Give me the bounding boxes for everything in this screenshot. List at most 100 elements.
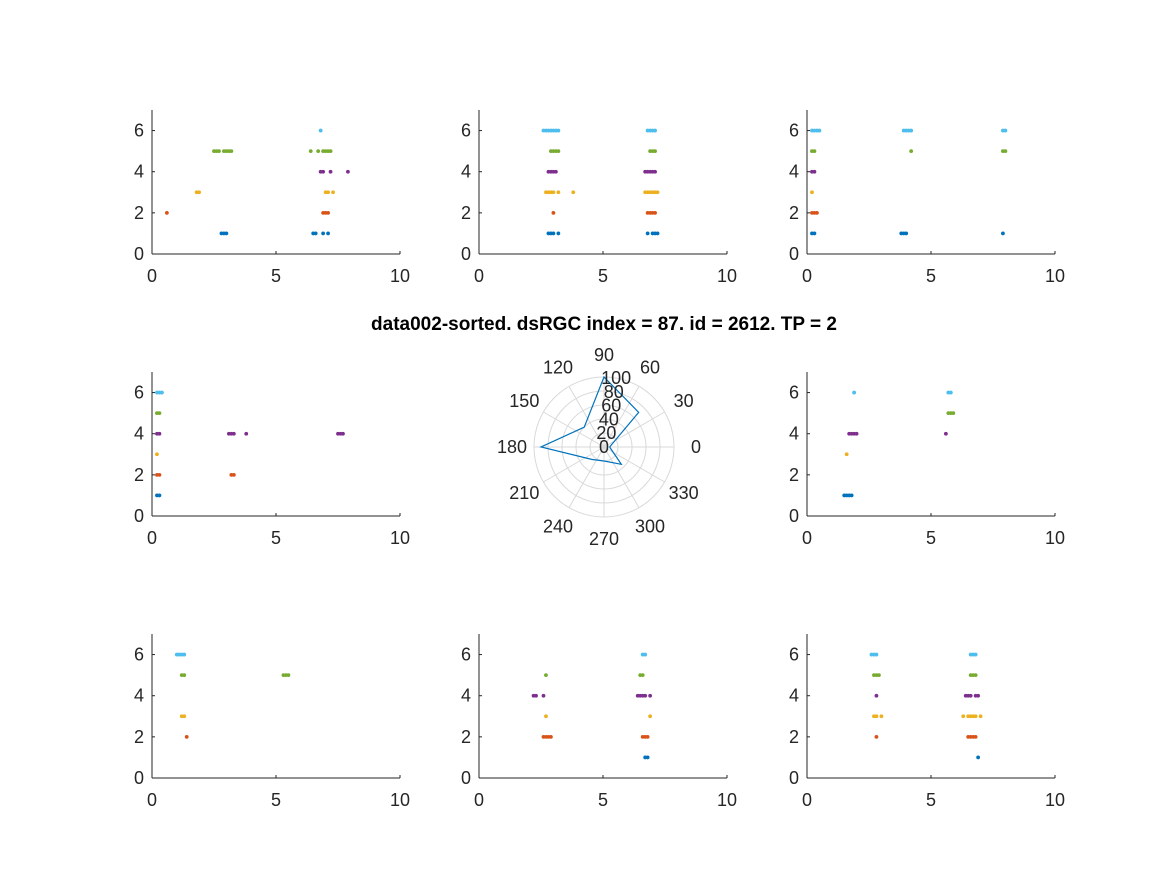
spike-point: [648, 714, 653, 719]
spike-point: [544, 714, 548, 719]
polar-theta-tick-label: 150: [509, 391, 539, 411]
panel-middle-left: 0 5 10 0 2 4 6: [134, 372, 410, 548]
spike-point: [244, 431, 249, 436]
x-tick-label: 0: [474, 266, 484, 286]
spike-point: [1003, 128, 1008, 133]
panel-top-left: 0 5 10 0 2 4 6: [134, 110, 410, 286]
spike-point: [331, 190, 335, 195]
spike-point: [164, 210, 169, 215]
spike-point: [556, 128, 561, 133]
spike-point: [551, 231, 556, 236]
spike-point: [316, 149, 321, 154]
x-tick-label: 5: [926, 528, 936, 548]
spike-point: [157, 493, 162, 498]
spike-point: [854, 431, 859, 436]
polar-theta-tick-label: 90: [594, 345, 614, 365]
spike-point: [157, 411, 162, 416]
spike-point: [648, 693, 653, 698]
y-tick-label: 4: [789, 162, 799, 182]
y-tick-label: 0: [789, 506, 799, 526]
polar-r-tick-label: 80: [604, 382, 624, 402]
spike-point: [874, 652, 879, 657]
x-tick-label: 0: [147, 266, 157, 286]
spike-point: [961, 714, 966, 719]
x-tick-label: 10: [717, 266, 737, 286]
polar-grid-spoke: [543, 411, 605, 448]
x-tick-label: 10: [717, 790, 737, 810]
polar-theta-tick-label: 300: [635, 517, 665, 537]
y-tick-label: 0: [461, 244, 471, 264]
x-tick-label: 5: [271, 790, 281, 810]
spike-point: [904, 231, 909, 236]
spike-point: [909, 128, 914, 133]
y-tick-label: 0: [789, 244, 799, 264]
polar-theta-tick-label: 180: [497, 437, 527, 457]
spike-point: [326, 231, 330, 236]
spike-point: [155, 452, 159, 457]
spike-point: [645, 231, 650, 236]
polar-theta-tick-label: 120: [543, 357, 573, 377]
panel-top-right: 0 5 10 0 2 4 6: [789, 110, 1065, 286]
polar-theta-tick-label: 330: [669, 483, 699, 503]
spike-point: [556, 149, 561, 154]
y-tick-label: 0: [134, 244, 144, 264]
spike-point: [973, 714, 978, 719]
y-tick-label: 6: [789, 645, 799, 665]
spike-point: [653, 169, 657, 174]
spike-point: [849, 493, 854, 498]
panel-bottom-left: 0 5 10 0 2 4 6: [134, 634, 410, 810]
spike-point: [645, 734, 650, 739]
figure-title: data002-sorted. dsRGC index = 87. id = 2…: [371, 314, 837, 335]
spike-point: [326, 210, 330, 215]
spike-point: [231, 472, 236, 477]
spike-point: [973, 734, 978, 739]
x-tick-label: 10: [1045, 266, 1065, 286]
spike-point: [217, 149, 221, 154]
x-tick-label: 10: [390, 528, 410, 548]
spike-point: [948, 390, 953, 395]
spike-point: [909, 149, 914, 154]
x-tick-label: 5: [598, 266, 608, 286]
y-tick-label: 4: [461, 686, 471, 706]
y-tick-label: 0: [461, 768, 471, 788]
spike-point: [551, 190, 556, 195]
spike-point: [968, 693, 973, 698]
spike-point: [553, 169, 558, 174]
spike-point: [973, 652, 978, 657]
spike-point: [182, 673, 187, 678]
y-tick-label: 4: [789, 424, 799, 444]
y-tick-label: 2: [134, 727, 144, 747]
polar-r-tick-label: 40: [599, 409, 619, 429]
spike-point: [556, 190, 561, 195]
spike-point: [655, 231, 660, 236]
spike-point: [571, 190, 576, 195]
spike-point: [812, 169, 817, 174]
polar-theta-tick-label: 60: [640, 357, 660, 377]
spike-point: [978, 714, 983, 719]
spike-point: [182, 652, 187, 657]
spike-point: [160, 390, 164, 395]
y-tick-label: 0: [134, 768, 144, 788]
x-tick-label: 0: [802, 790, 812, 810]
polar-r-tick-label: 100: [601, 368, 631, 388]
spike-point: [328, 149, 333, 154]
polar-r-tick-label: 0: [599, 437, 609, 457]
spike-point: [197, 190, 202, 195]
y-tick-label: 4: [134, 162, 144, 182]
y-tick-label: 6: [461, 121, 471, 141]
spike-point: [286, 673, 291, 678]
spike-point: [874, 714, 879, 719]
spike-point: [341, 431, 345, 436]
spike-point: [640, 673, 645, 678]
spike-point: [1003, 149, 1008, 154]
spike-point: [541, 693, 546, 698]
spike-point: [645, 755, 650, 760]
polar-theta-tick-label: 240: [543, 517, 573, 537]
polar-grid-spoke: [543, 446, 605, 483]
spike-point: [879, 714, 884, 719]
spike-point: [812, 231, 817, 236]
polar-grid-spoke: [568, 446, 605, 508]
polar-grid-spoke: [603, 446, 640, 508]
x-tick-label: 10: [390, 790, 410, 810]
